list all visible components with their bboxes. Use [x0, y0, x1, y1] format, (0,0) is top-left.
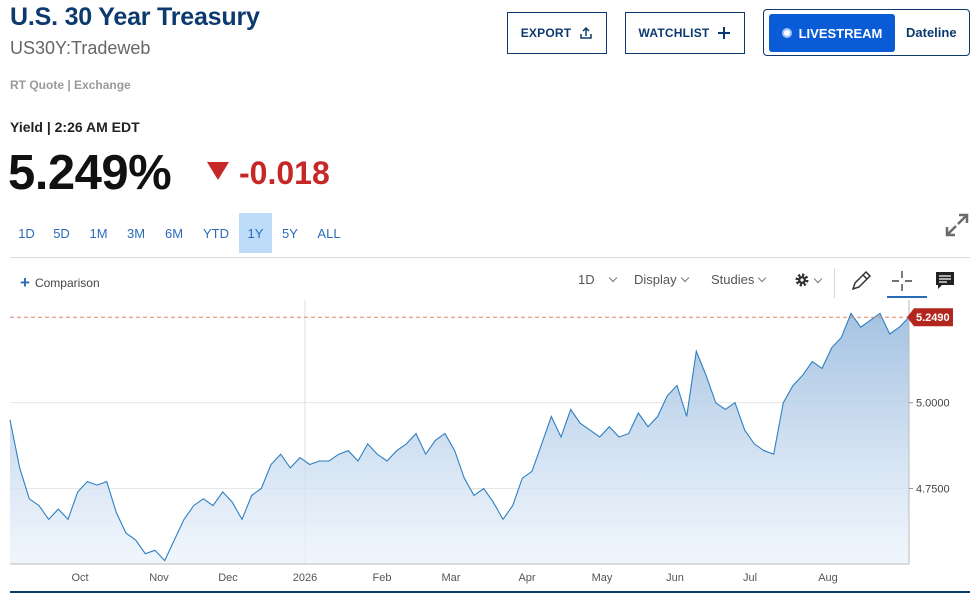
range-tab-3m[interactable]: 3M	[126, 225, 146, 241]
x-tick-label: Mar	[442, 572, 461, 584]
chevron-down-icon	[608, 273, 617, 283]
range-tab-6m[interactable]: 6M	[164, 225, 184, 241]
page-title: U.S. 30 Year Treasury	[10, 3, 260, 31]
last-price: 5.249%	[8, 146, 172, 200]
expand-icon[interactable]	[944, 212, 970, 238]
export-button-label: EXPORT	[520, 26, 572, 40]
bottom-border	[10, 591, 970, 593]
x-tick-label: Feb	[373, 572, 392, 584]
yield-timestamp: Yield | 2:26 AM EDT	[10, 119, 140, 135]
x-tick-label: Aug	[818, 572, 838, 584]
last-value-badge-shape	[907, 308, 953, 327]
price-change: -0.018	[239, 155, 330, 191]
chevron-down-icon	[758, 273, 767, 283]
quote-source-label: RT Quote | Exchange	[10, 78, 131, 92]
plus-icon	[718, 27, 731, 39]
comparison-label: Comparison	[34, 276, 100, 290]
dateline-button[interactable]: Dateline	[906, 25, 957, 40]
x-tick-label: Nov	[149, 572, 169, 584]
range-tab-5d[interactable]: 5D	[53, 225, 70, 241]
range-tab-5y[interactable]: 5Y	[282, 225, 298, 241]
last-value-label: 5.2490	[916, 312, 950, 324]
x-tick-label: 2026	[293, 572, 317, 584]
x-tick-label: Jun	[666, 572, 684, 584]
symbol-label: US30Y:Tradeweb	[10, 38, 151, 58]
x-tick-label: Oct	[71, 572, 88, 584]
livestream-label: LIVESTREAM	[798, 25, 883, 41]
toolbar-separator	[834, 268, 835, 298]
range-tab-1m[interactable]: 1M	[89, 225, 108, 241]
toolbar-divider	[10, 257, 970, 258]
watchlist-button-label: WATCHLIST	[638, 26, 710, 40]
gear-icon	[795, 273, 809, 287]
chart-area-fill	[10, 313, 909, 564]
chevron-down-icon	[813, 274, 823, 283]
livestream-button[interactable]: LIVESTREAM	[769, 14, 895, 52]
settings-dropdown[interactable]	[794, 272, 823, 288]
down-arrow-icon	[207, 162, 229, 180]
crosshair-icon[interactable]	[889, 268, 915, 294]
upload-icon	[580, 26, 593, 39]
x-tick-label: Dec	[218, 572, 238, 584]
y-tick-label: 4.7500	[916, 483, 950, 495]
interval-dropdown[interactable]: 1D	[578, 272, 617, 287]
chevron-down-icon	[680, 273, 689, 283]
chart-x-axis: Oct Nov Dec 2026 Feb Mar Apr May Jun Jul Aug	[10, 563, 909, 584]
x-tick-label: Jul	[743, 572, 757, 584]
range-tab-1d[interactable]: 1D	[18, 225, 35, 241]
range-tab-1y[interactable]: 1Y	[239, 213, 272, 253]
yield-chart[interactable]: Oct Nov Dec 2026 Feb Mar Apr May Jun Jul Aug 5.000…	[0, 298, 971, 590]
export-button[interactable]: EXPORT	[507, 12, 607, 54]
add-icon: +	[20, 273, 30, 292]
interval-label: 1D	[578, 272, 595, 287]
studies-dropdown[interactable]: Studies	[711, 272, 767, 287]
x-tick-label: May	[592, 572, 613, 584]
crosshair-active-indicator	[887, 296, 927, 298]
live-dot-icon	[781, 28, 792, 38]
comparison-button[interactable]: + Comparison	[20, 273, 100, 292]
chart-y-axis: 5.0000 4.7500	[908, 300, 950, 564]
pencil-icon[interactable]	[848, 268, 874, 294]
comment-icon[interactable]	[932, 268, 958, 294]
chart-series-line	[9, 312, 910, 562]
display-dropdown[interactable]: Display	[634, 272, 689, 287]
range-tab-ytd[interactable]: YTD	[203, 225, 229, 241]
range-tab-all[interactable]: ALL	[317, 225, 341, 241]
display-label: Display	[634, 272, 677, 287]
studies-label: Studies	[711, 272, 755, 287]
x-tick-label: Apr	[518, 572, 535, 584]
range-tabs: 1D 5D 1M 3M 6M YTD 1Y 5Y ALL	[10, 213, 350, 253]
last-value-badge: 5.2490	[907, 308, 953, 327]
watchlist-button[interactable]: WATCHLIST	[625, 12, 745, 54]
livestream-group: LIVESTREAM Dateline	[763, 9, 970, 56]
y-tick-label: 5.0000	[916, 398, 950, 410]
